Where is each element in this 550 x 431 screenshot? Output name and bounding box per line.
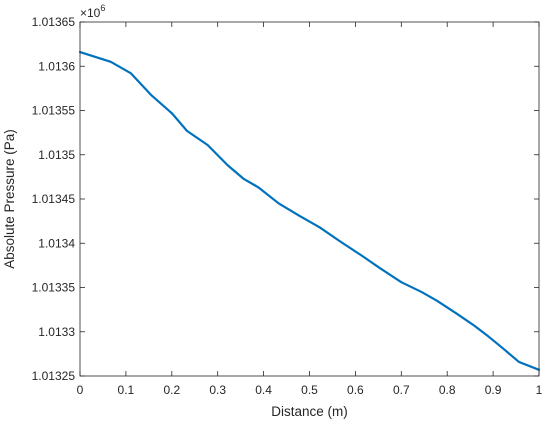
axes-box (79, 21, 540, 377)
y-tick-label: 1.0134 (38, 236, 75, 250)
y-tick-label: 1.0133 (38, 325, 75, 339)
y-tick-label: 1.01355 (32, 104, 76, 118)
x-tick-label: 0.6 (347, 383, 364, 397)
y-tick-label: 1.0135 (38, 148, 75, 162)
y-exponent-power: 6 (100, 3, 105, 13)
y-tick-label: 1.01335 (32, 281, 76, 295)
x-tick-label: 0.9 (485, 383, 502, 397)
x-tick-label: 0.7 (393, 383, 410, 397)
y-exponent-base: ×10 (80, 6, 101, 20)
x-tick-label: 0.4 (255, 383, 272, 397)
series-layer (78, 50, 541, 371)
x-tick-label: 0.2 (163, 383, 180, 397)
x-axis-label: Distance (m) (271, 404, 348, 419)
y-tick-label: 1.0136 (38, 59, 75, 73)
y-tick-label: 1.01365 (32, 15, 76, 29)
x-tick-label: 0.8 (439, 383, 456, 397)
y-tick-label: 1.01345 (32, 192, 76, 206)
y-exponent-label: ×106 (80, 3, 105, 20)
x-tick-label: 1 (536, 383, 543, 397)
x-tick-label: 0.5 (301, 383, 318, 397)
x-tick-label: 0.1 (118, 383, 135, 397)
y-axis-label: Absolute Pressure (Pa) (2, 129, 17, 269)
y-tick-label: 1.01325 (32, 369, 76, 383)
x-tick-label: 0.3 (209, 383, 226, 397)
series-line (78, 50, 541, 371)
x-tick-label: 0 (77, 383, 84, 397)
axis-ticks: 0 0.1 0.2 0.3 0.4 0.5 0.6 0.7 0.8 0.9 1 1.01325 1.01… (32, 15, 543, 397)
